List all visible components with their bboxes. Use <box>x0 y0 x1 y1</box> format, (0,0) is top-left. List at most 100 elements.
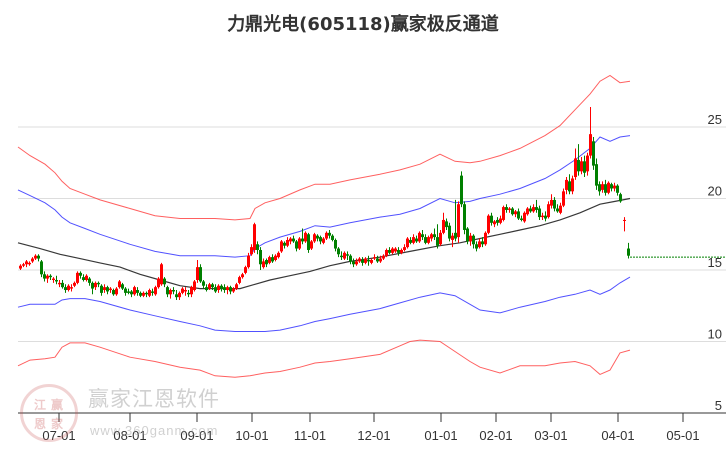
candle <box>610 184 613 189</box>
candle <box>502 207 505 220</box>
candle <box>163 278 166 285</box>
candle <box>580 161 583 172</box>
candle <box>499 218 502 223</box>
candle <box>397 249 400 253</box>
candle <box>139 292 142 296</box>
candle <box>616 185 619 193</box>
candle <box>214 287 217 292</box>
candle <box>577 159 580 172</box>
x-tick-label: 03-01 <box>534 428 567 443</box>
candle <box>79 272 82 276</box>
candle <box>127 291 130 293</box>
candle <box>55 280 58 282</box>
candle <box>541 215 544 218</box>
candle <box>46 275 49 279</box>
candle <box>37 255 40 259</box>
candle <box>421 234 424 238</box>
candle <box>184 290 187 292</box>
candle <box>334 239 337 249</box>
candle <box>226 287 229 291</box>
candle <box>376 258 379 262</box>
candle <box>115 288 118 295</box>
candle <box>205 287 208 291</box>
candle <box>487 215 490 233</box>
candle <box>100 285 103 293</box>
candle <box>388 249 391 253</box>
candle <box>442 219 445 233</box>
candle <box>439 232 442 245</box>
candle <box>409 239 412 243</box>
candle <box>391 248 394 253</box>
candle <box>22 264 25 266</box>
candle <box>124 288 127 293</box>
candle <box>514 211 517 215</box>
y-tick-label: 20 <box>708 184 722 199</box>
candle <box>415 238 418 242</box>
candle <box>613 185 616 189</box>
candle <box>505 207 508 210</box>
candle <box>496 219 499 223</box>
candle <box>520 218 523 220</box>
candle <box>607 182 610 193</box>
candle <box>604 184 607 193</box>
candle <box>217 285 220 291</box>
candle <box>469 235 472 242</box>
x-tick-label: 02-01 <box>479 428 512 443</box>
candle <box>340 255 343 258</box>
candle <box>52 278 55 281</box>
candle <box>43 274 46 279</box>
candle <box>241 274 244 278</box>
candle <box>595 164 598 186</box>
candle <box>49 275 52 278</box>
candle <box>157 278 160 288</box>
candle <box>103 287 106 291</box>
candle <box>466 228 469 242</box>
candle <box>265 259 268 265</box>
candle <box>562 191 565 206</box>
candle <box>550 199 553 206</box>
candle <box>97 282 100 285</box>
candle <box>619 194 622 202</box>
candle <box>193 281 196 291</box>
candle <box>484 232 487 245</box>
candle <box>292 238 295 242</box>
candlesticks <box>19 106 630 301</box>
candle <box>589 134 592 156</box>
candle <box>463 204 466 230</box>
candle <box>538 208 541 218</box>
candle <box>511 208 514 215</box>
candle <box>400 249 403 253</box>
candle <box>586 155 589 172</box>
candle <box>202 281 205 286</box>
candle <box>508 208 511 210</box>
candle <box>76 272 79 283</box>
candle <box>106 287 109 292</box>
x-tick-label: 01-01 <box>424 428 457 443</box>
candle <box>154 287 157 295</box>
chart-title: 力鼎光电(605118)赢家极反通道 <box>227 14 499 35</box>
channel-bands <box>17 74 631 378</box>
candle <box>148 290 151 296</box>
candle <box>277 252 280 258</box>
candle <box>187 292 190 295</box>
candle <box>547 204 550 218</box>
y-tick-label: 5 <box>715 398 722 413</box>
candle <box>592 141 595 166</box>
x-tick-label: 05-01 <box>666 428 699 443</box>
candle <box>403 247 406 250</box>
candle <box>67 285 70 291</box>
candle <box>325 232 328 239</box>
candle <box>337 248 340 255</box>
candle <box>385 249 388 256</box>
candle <box>85 275 88 281</box>
candle <box>199 267 202 282</box>
candle <box>559 205 562 213</box>
candle <box>445 221 448 228</box>
candle <box>289 238 292 242</box>
candle <box>370 259 373 263</box>
candle <box>523 212 526 222</box>
candle <box>109 288 112 291</box>
candle <box>58 282 61 285</box>
candle <box>367 259 370 262</box>
candle <box>478 241 481 248</box>
